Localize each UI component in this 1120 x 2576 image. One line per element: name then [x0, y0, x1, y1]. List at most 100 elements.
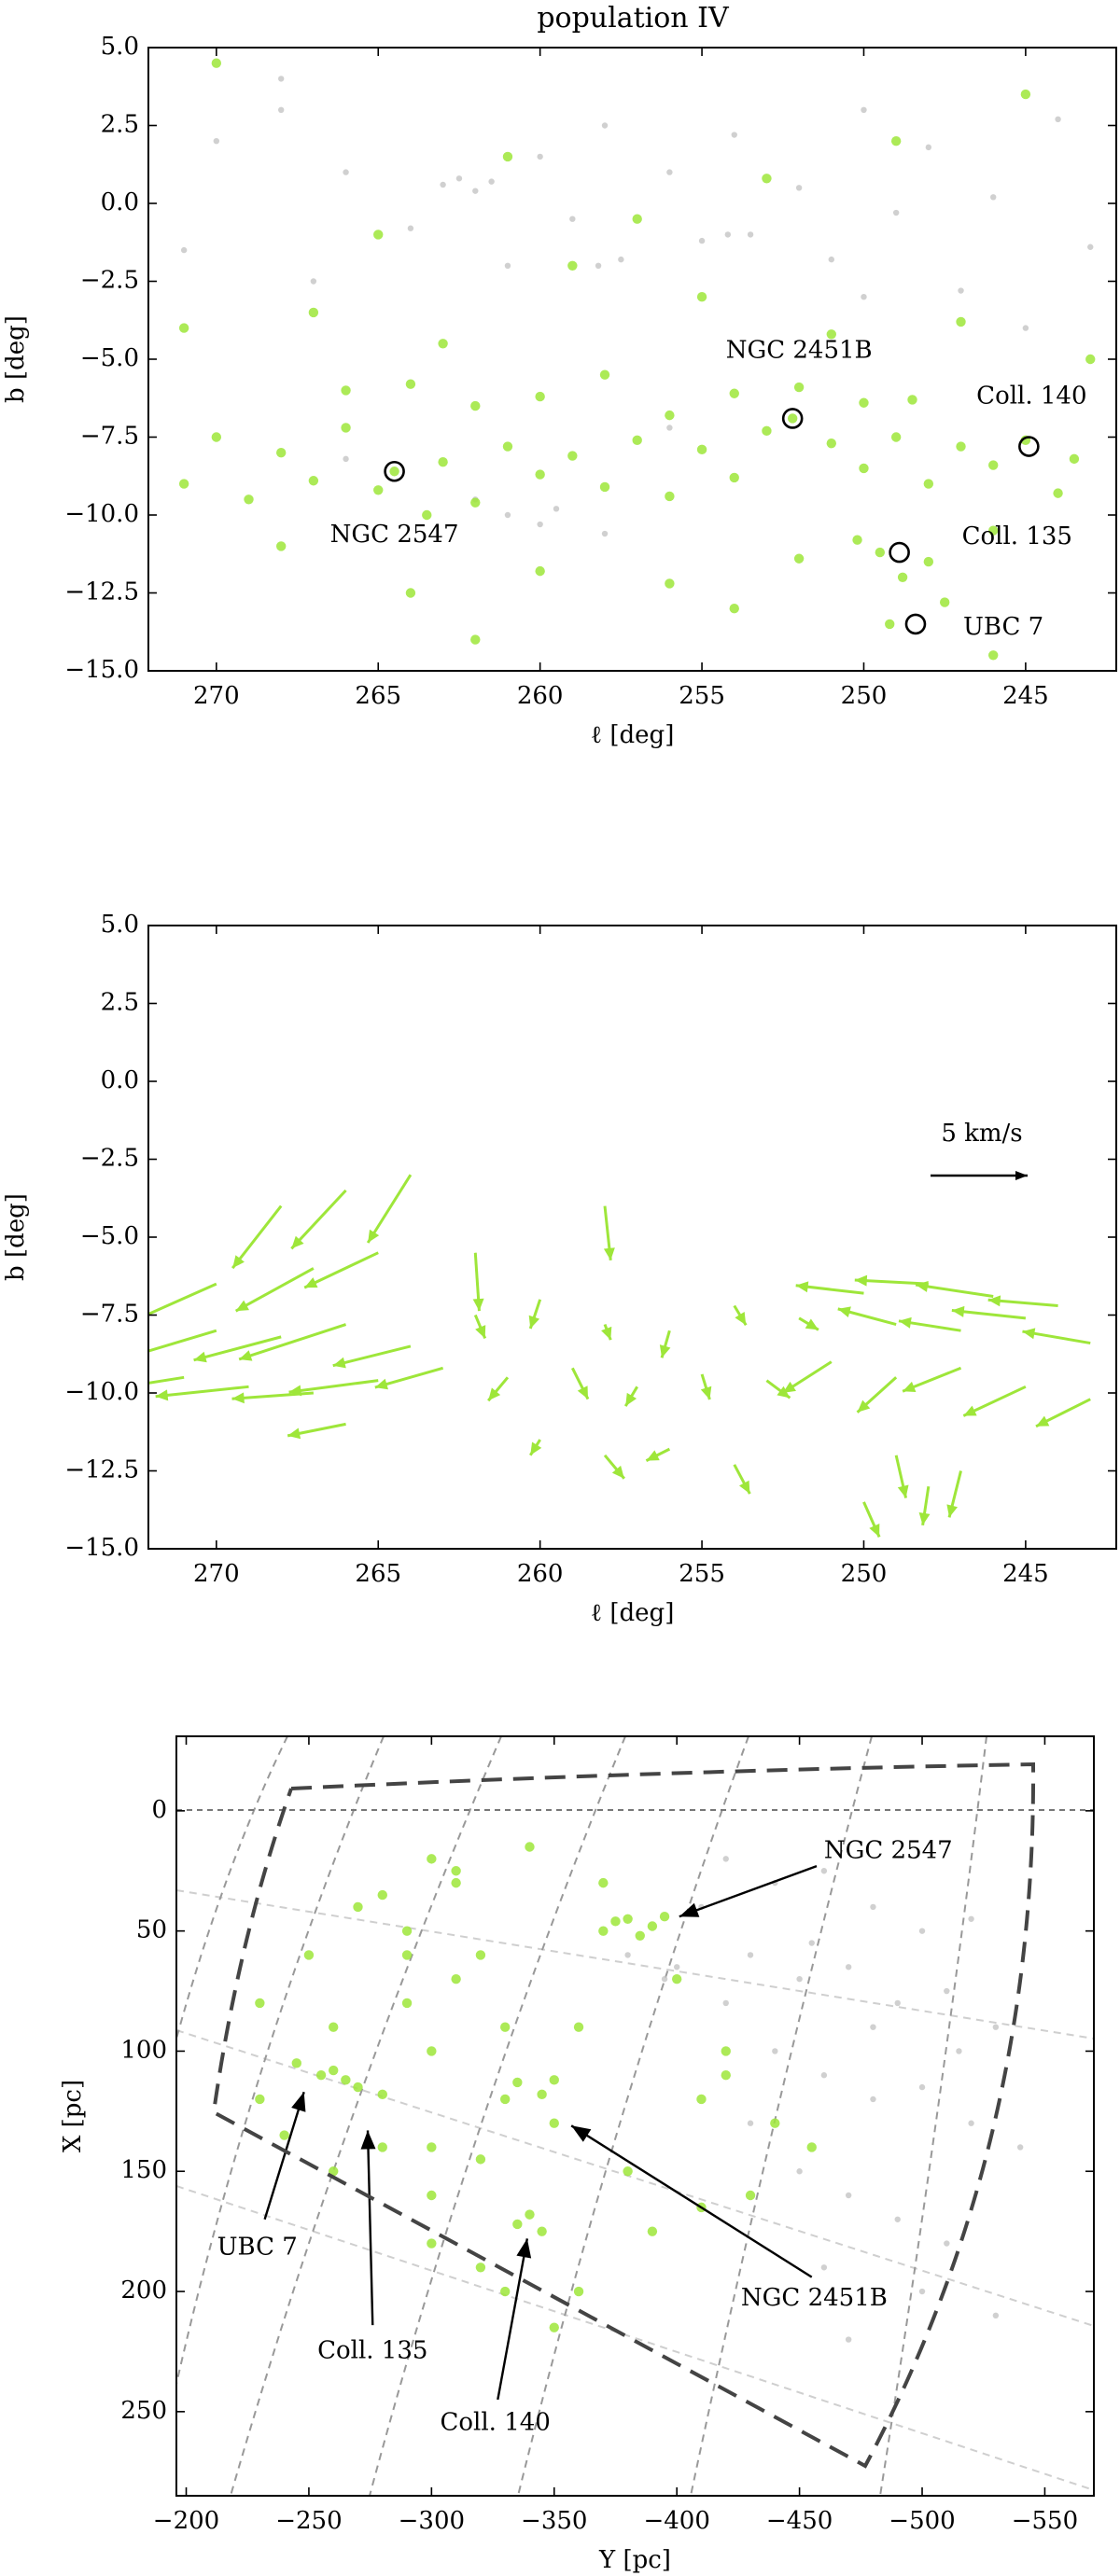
velocity-arrow: [951, 1305, 1027, 1320]
point: [470, 400, 481, 411]
point: [673, 1964, 680, 1970]
point: [1069, 453, 1080, 465]
point: [696, 2094, 707, 2105]
arrow-shaft: [155, 1385, 249, 1399]
arrow-head: [232, 1255, 245, 1269]
point: [451, 1973, 461, 1984]
point: [499, 2022, 511, 2032]
point: [796, 2168, 803, 2175]
point: [894, 1999, 901, 2007]
x-tick-label: −350: [521, 2507, 587, 2535]
point: [308, 307, 319, 318]
point: [721, 2046, 731, 2056]
x-tick-label: 255: [679, 682, 725, 710]
velocity-arrow: [781, 1360, 833, 1395]
velocity-arrow: [148, 1329, 217, 1353]
velocity-arrow: [733, 1464, 751, 1495]
point: [770, 2118, 780, 2128]
point: [870, 1903, 876, 1911]
point: [377, 2142, 387, 2152]
arrow-head: [659, 1344, 671, 1358]
point: [537, 2226, 547, 2236]
point: [291, 2058, 301, 2068]
point: [747, 1952, 754, 1958]
point: [427, 2190, 437, 2201]
annotation-arrow: [570, 2124, 813, 2278]
grid-curve: [176, 2029, 1094, 2327]
arrow-shaft: [497, 2238, 529, 2401]
annotation: NGC 2547: [824, 1837, 953, 1865]
arrow-shaft: [332, 1344, 412, 1368]
arrow-head: [239, 1350, 253, 1361]
point: [859, 397, 869, 408]
arrow-shaft: [238, 1323, 347, 1361]
point: [870, 2096, 876, 2103]
x-tick-label: 255: [679, 1560, 725, 1588]
arrow-shaft: [854, 1278, 929, 1286]
point: [623, 2166, 633, 2177]
velocity-arrow: [366, 1174, 413, 1244]
x-tick-label: −450: [766, 2507, 833, 2535]
point: [618, 256, 624, 263]
grid-curve: [176, 1736, 288, 2040]
point: [438, 339, 448, 349]
velocity-arrow: [374, 1366, 444, 1390]
point: [892, 209, 900, 216]
point: [826, 329, 836, 340]
point: [696, 444, 707, 455]
point: [341, 2075, 351, 2085]
point: [599, 369, 610, 380]
arrow-head: [857, 1399, 871, 1413]
arrow-shaft: [366, 2130, 374, 2326]
velocity-arrow: [290, 1189, 347, 1250]
y-tick-label: 0.0: [101, 188, 139, 216]
velocity-arrow: [659, 1330, 671, 1358]
velocity-arrow: [234, 1267, 315, 1313]
arrow-head: [231, 1392, 245, 1404]
arrow-head: [1036, 1415, 1050, 1427]
point: [988, 460, 999, 470]
cluster-label: UBC 7: [963, 613, 1043, 641]
y-tick-label: −2.5: [80, 1145, 139, 1173]
velocity-arrow: [946, 1470, 962, 1518]
point: [845, 2192, 852, 2199]
point: [277, 106, 285, 114]
x-tick-label: 260: [517, 1560, 564, 1588]
point: [451, 1866, 461, 1876]
cluster-marker: [781, 408, 804, 429]
annotation-arrow: [360, 2130, 376, 2326]
point: [632, 435, 642, 446]
point: [747, 231, 754, 238]
point: [729, 388, 739, 398]
y-tick-label: −15.0: [64, 1534, 139, 1562]
point: [512, 2077, 523, 2088]
y-tick-label: 250: [120, 2397, 167, 2425]
point: [820, 1868, 828, 1874]
point: [828, 256, 834, 263]
arrow-head: [898, 1316, 912, 1329]
x-tick-label: −250: [275, 2507, 342, 2535]
y-axis-label: X [pc]: [59, 2080, 87, 2152]
point: [661, 1975, 668, 1983]
arrow-head: [946, 1504, 959, 1518]
velocity-arrow: [902, 1366, 962, 1393]
y-tick-label: 200: [120, 2277, 167, 2304]
arrow-head: [918, 1512, 931, 1525]
y-tick-label: −10.0: [64, 1378, 139, 1406]
grid-curve: [517, 1736, 749, 2496]
point: [595, 262, 602, 269]
point: [427, 1854, 437, 1864]
point: [341, 423, 351, 433]
arrow-head: [287, 1427, 301, 1440]
point: [745, 2190, 756, 2201]
point: [861, 106, 867, 114]
grid-curve: [369, 1736, 626, 2496]
point: [992, 2024, 1000, 2030]
velocity-arrow: [1035, 1398, 1091, 1428]
point: [956, 2048, 962, 2054]
point: [665, 578, 675, 589]
point: [211, 58, 222, 68]
point: [422, 509, 432, 521]
point: [624, 1952, 631, 1958]
point: [793, 382, 805, 393]
